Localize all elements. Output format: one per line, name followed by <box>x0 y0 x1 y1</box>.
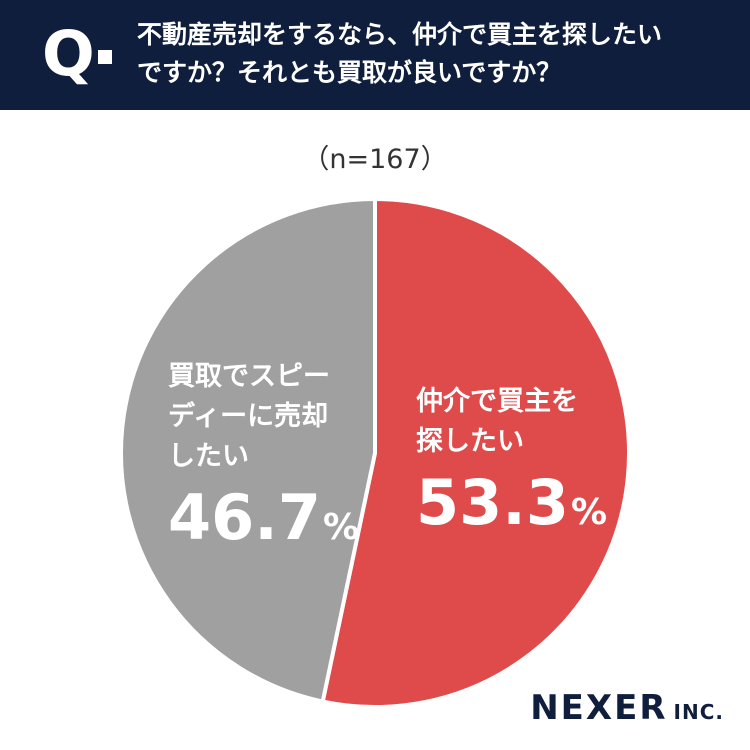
slice-label-brokerage-line-1: 仲介で買主を <box>416 386 578 417</box>
nexer-logo: NEXER INC. <box>530 688 724 728</box>
question-line-1: 不動産売却をするなら、仲介で買主を探したい <box>137 20 663 49</box>
slice-label-buyout-line-3: したい <box>168 441 249 472</box>
slice-value-buyout: 46.7% <box>168 481 360 554</box>
slice-label-brokerage: 仲介で買主を 探したい 53.3% <box>416 382 607 548</box>
q-mark: Q <box>42 17 95 90</box>
pie-slice-buyout <box>119 197 377 704</box>
slice-label-brokerage-line-2: 探したい <box>416 426 524 457</box>
q-dot <box>98 50 112 64</box>
slice-label-buyout-line-2: ディーに売却 <box>168 401 329 432</box>
pie-slice-brokerage <box>320 197 631 709</box>
slice-label-buyout: 買取でスピー ディーに売却 したい 46.7% <box>168 357 359 563</box>
question-text: 不動産売却をするなら、仲介で買主を探したい ですか？それとも買取が良いですか？ <box>137 16 737 92</box>
sample-size: （n=167） <box>302 144 448 175</box>
question-line-2: ですか？それとも買取が良いですか？ <box>137 58 562 87</box>
slice-value-brokerage: 53.3% <box>416 466 608 539</box>
question-header: Q 不動産売却をするなら、仲介で買主を探したい ですか？それとも買取が良いですか… <box>0 0 750 110</box>
slice-label-buyout-line-1: 買取でスピー <box>168 361 330 392</box>
